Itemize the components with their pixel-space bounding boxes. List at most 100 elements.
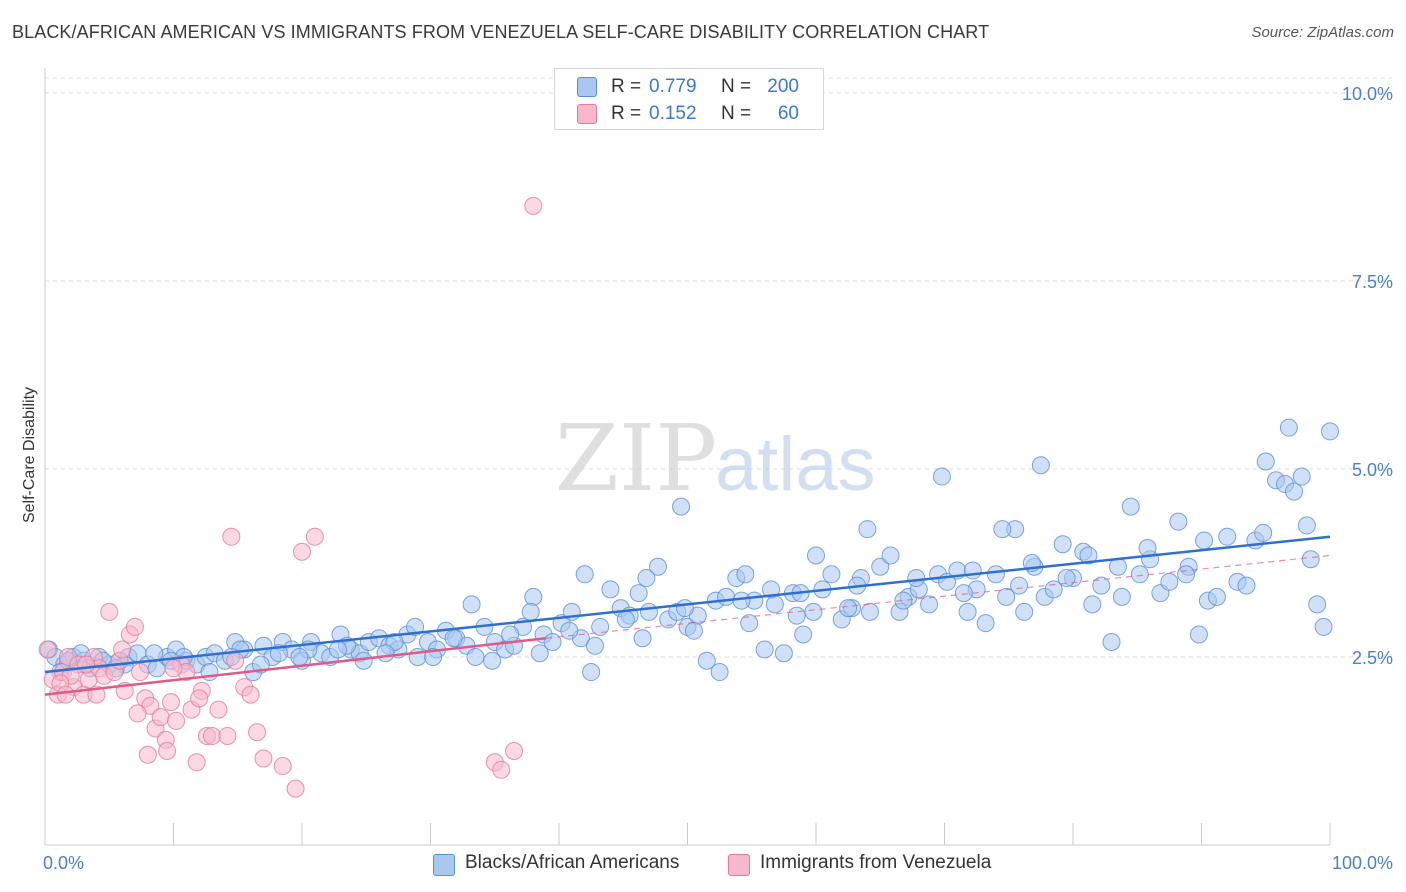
legend-swatch-venezuela bbox=[577, 104, 597, 124]
point-blacks bbox=[462, 595, 481, 614]
point-venezuela bbox=[187, 753, 206, 772]
point-blacks bbox=[616, 610, 635, 629]
bottom-legend-label-blacks: Blacks/African Americans bbox=[465, 852, 680, 873]
point-blacks bbox=[997, 587, 1016, 606]
point-blacks bbox=[993, 520, 1012, 539]
point-blacks bbox=[601, 580, 620, 599]
point-blacks bbox=[1083, 595, 1102, 614]
point-blacks bbox=[740, 614, 759, 633]
point-blacks bbox=[1010, 576, 1029, 595]
point-blacks bbox=[1321, 422, 1339, 441]
point-venezuela bbox=[128, 704, 147, 723]
point-venezuela bbox=[151, 708, 170, 727]
point-blacks bbox=[637, 569, 656, 588]
point-blacks bbox=[530, 644, 549, 663]
point-venezuela bbox=[209, 700, 228, 719]
point-blacks bbox=[774, 644, 793, 663]
point-blacks bbox=[762, 580, 781, 599]
point-blacks bbox=[1256, 452, 1275, 471]
point-blacks bbox=[328, 640, 347, 659]
point-blacks bbox=[521, 602, 540, 621]
point-blacks bbox=[639, 602, 658, 621]
point-blacks bbox=[524, 587, 543, 606]
y-tick-label: 2.5% bbox=[1352, 648, 1393, 668]
legend-r-value: 0.779 bbox=[649, 76, 697, 97]
point-blacks bbox=[675, 599, 694, 618]
y-tick-label: 10.0% bbox=[1342, 84, 1393, 104]
point-blacks bbox=[765, 595, 784, 614]
point-venezuela bbox=[222, 527, 241, 546]
point-blacks bbox=[376, 644, 395, 663]
point-blacks bbox=[290, 648, 309, 667]
trend-line-venezuela bbox=[44, 636, 547, 696]
point-venezuela bbox=[131, 663, 150, 682]
point-blacks bbox=[1079, 546, 1098, 565]
point-blacks bbox=[1237, 576, 1256, 595]
point-venezuela bbox=[203, 726, 222, 745]
source-label: Source: ZipAtlas.com bbox=[1251, 24, 1394, 41]
point-blacks bbox=[585, 636, 604, 655]
point-venezuela bbox=[226, 651, 245, 670]
point-venezuela bbox=[273, 757, 292, 776]
point-blacks bbox=[986, 565, 1005, 584]
point-blacks bbox=[629, 584, 648, 603]
bottom-legend-swatch-blacks bbox=[433, 854, 455, 876]
bottom-legend-swatch-venezuela bbox=[728, 854, 750, 876]
point-venezuela bbox=[100, 602, 119, 621]
legend-n-value: 200 bbox=[767, 76, 799, 97]
point-venezuela bbox=[190, 689, 209, 708]
legend-r-label: R = bbox=[611, 103, 642, 124]
y-tick-labels: 2.5% 5.0% 7.5% 10.0% bbox=[1342, 84, 1393, 668]
x-tick-labels: 0.0% 100.0% bbox=[43, 853, 1393, 873]
point-venezuela bbox=[167, 711, 186, 730]
point-blacks bbox=[1130, 565, 1149, 584]
point-blacks bbox=[1138, 538, 1157, 557]
point-venezuela bbox=[254, 749, 273, 768]
point-blacks bbox=[1292, 467, 1311, 486]
point-blacks bbox=[1207, 587, 1226, 606]
point-blacks bbox=[860, 602, 879, 621]
legend-r-label: R = bbox=[611, 76, 642, 97]
point-blacks bbox=[1092, 576, 1111, 595]
axes bbox=[44, 68, 1331, 846]
point-blacks bbox=[1053, 535, 1072, 554]
point-venezuela bbox=[248, 723, 267, 742]
point-blacks bbox=[406, 617, 425, 636]
series-venezuela-points bbox=[38, 196, 543, 798]
legend-n-label: N = bbox=[721, 103, 752, 124]
point-venezuela bbox=[293, 542, 311, 561]
y-tick-label: 5.0% bbox=[1352, 460, 1393, 480]
point-blacks bbox=[932, 467, 951, 486]
point-blacks bbox=[755, 640, 774, 659]
point-blacks bbox=[839, 599, 858, 618]
point-blacks bbox=[684, 621, 703, 640]
trend-lines bbox=[44, 535, 1331, 696]
point-blacks bbox=[1177, 565, 1196, 584]
trend-line-blacks bbox=[44, 535, 1331, 674]
point-venezuela bbox=[56, 685, 75, 704]
point-blacks bbox=[871, 557, 890, 576]
point-blacks bbox=[787, 606, 806, 625]
point-venezuela bbox=[125, 617, 144, 636]
point-blacks bbox=[894, 591, 913, 610]
point-blacks bbox=[444, 629, 463, 648]
point-blacks bbox=[858, 520, 877, 539]
point-blacks bbox=[1254, 523, 1273, 542]
point-blacks bbox=[963, 561, 982, 580]
point-blacks bbox=[560, 621, 579, 640]
point-venezuela bbox=[164, 659, 183, 678]
point-blacks bbox=[1301, 550, 1320, 569]
point-blacks bbox=[672, 497, 691, 516]
legend-swatch-blacks bbox=[577, 77, 597, 97]
point-venezuela bbox=[38, 640, 57, 659]
point-blacks bbox=[697, 651, 716, 670]
point-blacks bbox=[958, 602, 977, 621]
point-blacks bbox=[483, 651, 502, 670]
point-blacks bbox=[591, 617, 610, 636]
point-venezuela bbox=[77, 655, 96, 674]
point-venezuela bbox=[524, 196, 543, 215]
point-blacks bbox=[710, 663, 729, 682]
chart-title: BLACK/AFRICAN AMERICAN VS IMMIGRANTS FRO… bbox=[12, 22, 990, 42]
point-blacks bbox=[633, 629, 652, 648]
